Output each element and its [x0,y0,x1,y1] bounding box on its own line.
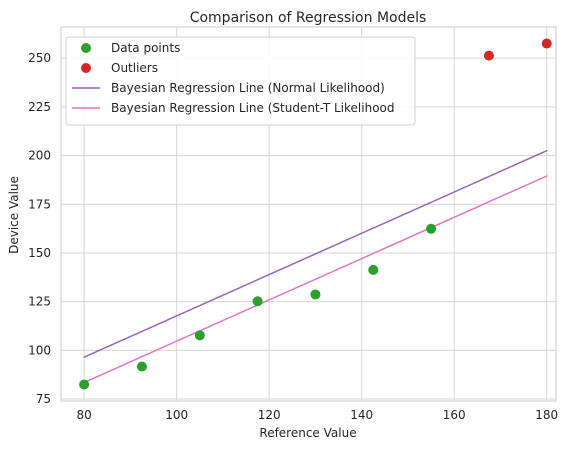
legend: Data points Outliers Bayesian Regression… [65,36,416,126]
x-tick-label: 120 [258,408,281,422]
data-point [310,289,321,300]
y-tick-labels: 75 100 125 150 175 200 225 250 [28,51,51,406]
x-tick-label: 160 [443,408,466,422]
data-point [136,361,147,372]
legend-normal-line-label: Bayesian Regression Line (Normal Likelih… [111,81,385,95]
y-tick-label: 200 [28,149,51,163]
x-tick-label: 140 [350,408,373,422]
data-point [426,223,437,234]
legend-data-points-marker [81,43,91,53]
series-layer [79,38,552,390]
legend-data-points-label: Data points [111,41,180,55]
legend-outliers-marker [81,63,91,73]
studentt-regression-line [83,175,548,384]
y-tick-label: 175 [28,197,51,211]
normal-regression-line [83,149,548,358]
legend-outliers-label: Outliers [111,61,158,75]
x-tick-labels: 80 100 120 140 160 180 [76,408,558,422]
data-point [252,296,263,307]
data-point [368,264,379,275]
data-point [194,330,205,341]
x-tick-label: 180 [535,408,558,422]
y-tick-label: 225 [28,100,51,114]
x-tick-label: 80 [76,408,91,422]
legend-studentt-line-label: Bayesian Regression Line (Student-T Like… [111,101,395,115]
y-tick-label: 150 [28,246,51,260]
y-tick-label: 125 [28,295,51,309]
x-axis-label: Reference Value [259,426,356,440]
y-tick-label: 250 [28,51,51,65]
outlier-point [541,38,552,49]
chart-title: Comparison of Regression Models [190,10,427,26]
y-tick-label: 100 [28,343,51,357]
data-point [79,379,90,390]
y-axis-label: Device Value [7,176,21,254]
legend-frame [65,36,416,126]
outlier-point [483,50,494,61]
x-tick-label: 100 [165,408,188,422]
y-tick-label: 75 [36,392,51,406]
